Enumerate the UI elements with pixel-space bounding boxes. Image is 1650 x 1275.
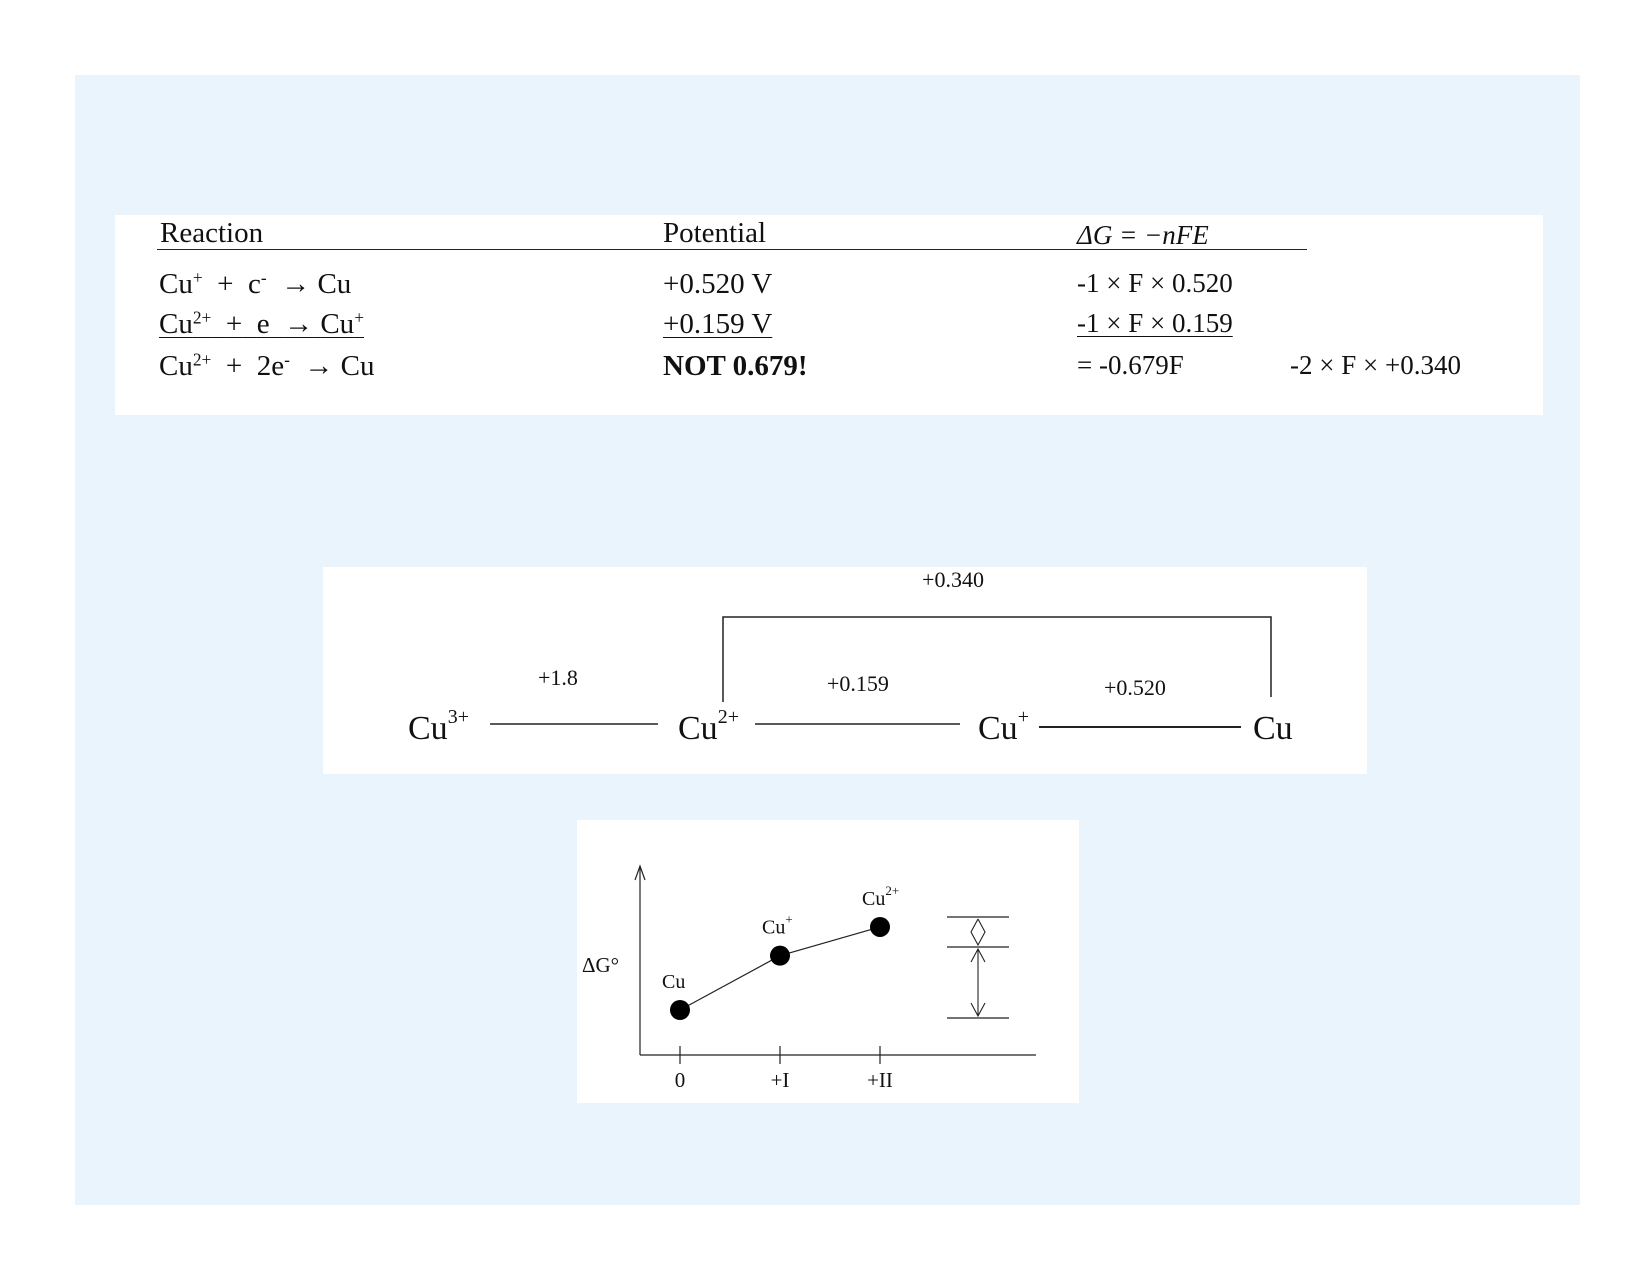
header-potential: Potential <box>663 217 767 249</box>
point-label: Cu+ <box>762 912 793 939</box>
species-cu3: Cu3+ <box>408 706 469 747</box>
frost-diagram: ΔG° 0 +I +II Cu Cu+ Cu2+ <box>577 820 1079 1103</box>
header-delta-g: ΔG = −nFE <box>1077 220 1209 250</box>
large-gap-arrow-up <box>970 947 986 963</box>
row1-reaction: Cu+ + c- → Cu <box>159 267 352 300</box>
data-point <box>770 945 790 966</box>
species-cu2: Cu2+ <box>678 706 739 747</box>
row3-potential: NOT 0.679! <box>663 350 808 382</box>
x-tick-label: +I <box>771 1068 790 1092</box>
x-tick-label: 0 <box>675 1068 686 1092</box>
potential-cu2-cu1: +0.159 <box>827 671 889 696</box>
row2-potential: +0.159 V <box>663 308 773 340</box>
row2-delta-g: -1 × F × 0.159 <box>1077 308 1233 338</box>
x-ticks: 0 +I +II <box>675 1046 893 1092</box>
large-gap-arrow-down <box>970 1002 986 1018</box>
row2-reaction: Cu2+ + e → Cu+ <box>159 307 364 340</box>
row3-delta-g-overall: -2 × F × +0.340 <box>1290 350 1461 380</box>
frost-svg: ΔG° 0 +I +II Cu Cu+ Cu2+ <box>582 864 1036 1092</box>
small-gap-arrow <box>970 918 986 947</box>
species-cu0: Cu <box>1253 710 1293 747</box>
row1-potential: +0.520 V <box>663 268 773 300</box>
point-label: Cu2+ <box>862 883 899 910</box>
potential-cu1-cu0: +0.520 <box>1104 675 1166 700</box>
species-cu1: Cu+ <box>978 706 1029 747</box>
latimer-svg: +0.340 Cu3+ Cu2+ Cu+ Cu +1.8 +0.159 +0.5… <box>408 567 1293 747</box>
bracket-line <box>722 616 1272 702</box>
series-points: Cu Cu+ Cu2+ <box>662 883 899 1020</box>
x-tick-label: +II <box>867 1068 893 1092</box>
y-axis-arrow <box>634 864 646 881</box>
header-rule <box>157 249 1307 250</box>
reaction-table: Reaction Potential ΔG = −nFE Cu+ + c- → … <box>115 215 1543 415</box>
data-point <box>870 916 890 937</box>
row1-delta-g: -1 × F × 0.520 <box>1077 268 1233 298</box>
potential-cu3-cu2: +1.8 <box>538 665 578 690</box>
row3-reaction: Cu2+ + 2e- → Cu <box>159 349 375 382</box>
bracket-potential: +0.340 <box>922 567 984 592</box>
series-polyline <box>679 926 881 1011</box>
y-axis-label: ΔG° <box>582 953 619 977</box>
row3-delta-g: = -0.679F <box>1077 350 1184 380</box>
header-reaction: Reaction <box>160 217 264 249</box>
data-point <box>670 1000 690 1020</box>
point-label: Cu <box>662 971 685 993</box>
latimer-diagram: +0.340 Cu3+ Cu2+ Cu+ Cu +1.8 +0.159 +0.5… <box>323 567 1367 774</box>
series-line <box>679 926 881 1011</box>
